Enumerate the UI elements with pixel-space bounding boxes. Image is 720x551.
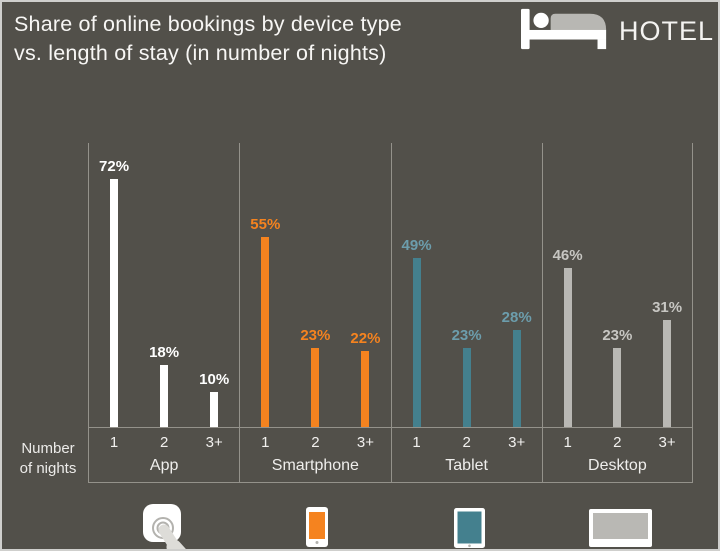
chart-title-line1: Share of online bookings by device type [14,12,402,36]
bar-app-3+ [210,392,219,427]
tablet-icon [454,508,485,549]
chart-group-app: 72% 18% 10% [88,143,239,427]
bar-desktop-1 [563,268,572,427]
bar-value-app-1: 72% [99,158,130,175]
axis-group-label-desktop: Desktop [588,457,647,474]
bar-value-desktop-2: 23% [602,327,633,344]
tick-desktop-2: 2 [613,434,622,451]
bar-slot-desktop-1: 46% [543,143,593,427]
tick-desktop-1: 1 [563,434,572,451]
bar-desktop-3+ [663,320,672,427]
bar-slot-desktop-2: 23% [592,143,642,427]
app-tap-icon [142,503,192,549]
axis-cell-app: 1 2 3+ App [88,428,239,482]
chart-title: Share of online bookings by device type … [14,10,402,68]
bar-slot-smartphone-1: 55% [240,143,290,427]
bar-chart-plot-area: 72% 18% 10% 55% 23% 22% 49% 23% 28% 46% 23% 31% [88,143,693,427]
tick-app-3+: 3+ [205,434,223,451]
bar-value-desktop-3+: 31% [652,299,683,316]
tick-smartphone-1: 1 [261,434,270,451]
bar-value-app-3+: 10% [199,371,230,388]
axis-row-label: Number of nights [8,439,88,478]
desktop-icon [589,509,652,549]
bar-value-smartphone-3+: 22% [350,330,381,347]
axis-group-label-app: App [149,457,179,474]
tick-row-tablet: 1 2 3+ [392,428,542,457]
bar-tablet-2 [462,348,471,427]
tick-app-1: 1 [109,434,119,451]
chart-group-desktop: 46% 23% 31% [541,143,693,427]
tick-row-smartphone: 1 2 3+ [240,428,390,457]
hotel-logo: HOTEL [520,8,714,55]
bar-value-smartphone-2: 23% [300,327,331,344]
bar-value-desktop-1: 46% [552,247,583,264]
hotel-logo-text: HOTEL [618,16,714,46]
bar-value-tablet-1: 49% [401,237,432,254]
bar-app-1 [110,179,119,427]
axis-row-label-line2: of nights [19,459,77,477]
axis-cell-desktop: 1 2 3+ Desktop [541,428,693,482]
axis-cell-tablet: 1 2 3+ Tablet [390,428,542,482]
bar-slot-tablet-2: 23% [442,143,492,427]
bar-value-app-2: 18% [149,344,180,361]
tick-tablet-3+: 3+ [508,434,526,451]
bar-desktop-2 [613,348,622,427]
bar-slot-smartphone-2: 23% [290,143,340,427]
bar-slot-app-3+: 10% [189,143,239,427]
bar-slot-tablet-1: 49% [392,143,442,427]
chart-title-line2: vs. length of stay (in number of nights) [14,40,387,65]
bar-value-smartphone-1: 55% [250,216,281,233]
tick-smartphone-3+: 3+ [356,434,374,451]
bed-icon [520,8,609,55]
bar-app-2 [160,365,169,427]
chart-group-tablet: 49% 23% 28% [390,143,542,427]
bar-slot-tablet-3+: 28% [492,143,542,427]
axis-row-label-line1: Number [21,440,75,457]
bar-slot-app-2: 18% [139,143,189,427]
tick-row-app: 1 2 3+ [89,428,239,457]
bar-value-tablet-2: 23% [451,327,482,344]
tick-tablet-1: 1 [412,434,421,451]
x-axis: 1 2 3+ App 1 2 3+ Smartphone 1 2 3+ Tablet 1 2 3+ Deskt… [88,427,693,483]
axis-cell-smartphone: 1 2 3+ Smartphone [239,428,390,482]
bar-slot-app-1: 72% [89,143,139,427]
bar-slot-smartphone-3+: 22% [340,143,390,427]
axis-group-label-tablet: Tablet [445,457,488,474]
axis-group-label-smartphone: Smartphone [271,457,359,474]
smartphone-icon [306,507,328,549]
tick-smartphone-2: 2 [311,434,320,451]
bar-smartphone-3+ [361,351,370,427]
tick-app-2: 2 [159,434,169,451]
tick-desktop-3+: 3+ [658,434,676,451]
bar-smartphone-1 [261,237,270,427]
bar-smartphone-2 [311,348,320,427]
tick-tablet-2: 2 [462,434,471,451]
chart-group-smartphone: 55% 23% 22% [239,143,390,427]
bar-slot-desktop-3+: 31% [642,143,692,427]
bar-value-tablet-3+: 28% [501,309,532,326]
bar-tablet-1 [412,258,421,427]
bar-tablet-3+ [512,330,521,427]
tick-row-desktop: 1 2 3+ [543,428,692,457]
